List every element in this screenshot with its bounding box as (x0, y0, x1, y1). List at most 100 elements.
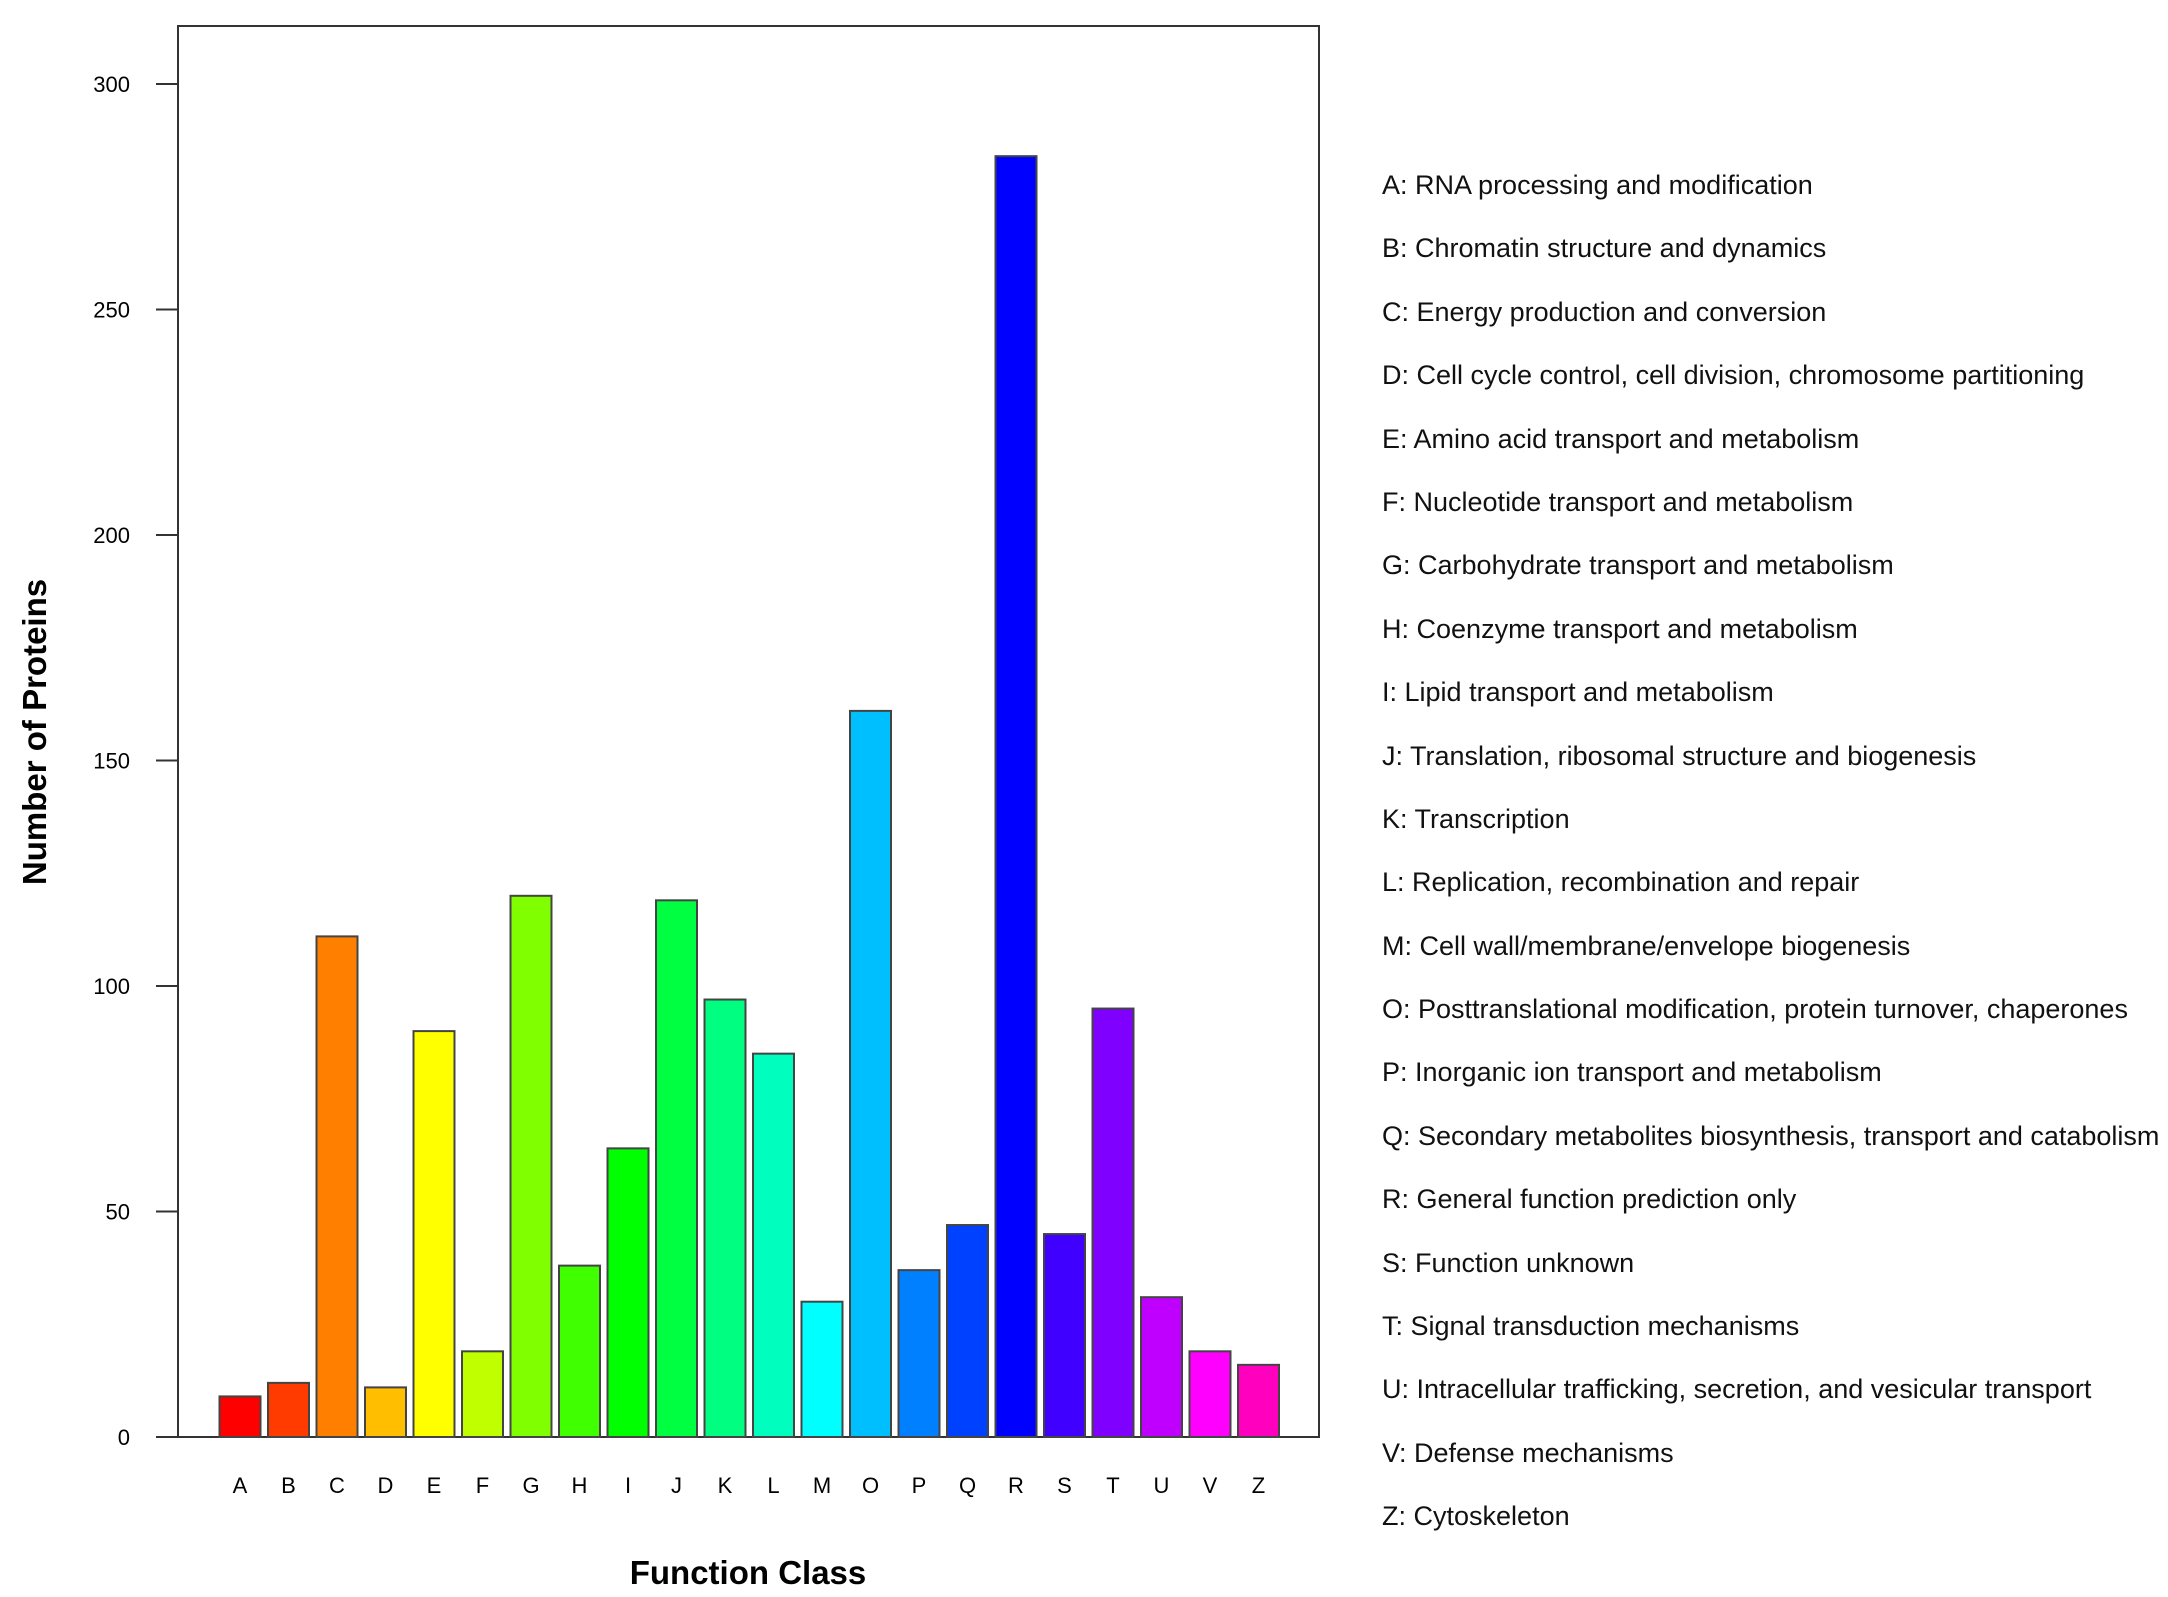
legend-code: B (1382, 233, 1415, 263)
legend-item: UIntracellular trafficking, secretion, a… (1382, 1369, 2162, 1432)
x-tick-label: Z (1252, 1473, 1265, 1498)
x-tick-label: A (233, 1473, 248, 1498)
bar-G (509, 894, 553, 1438)
legend-code: O (1382, 994, 1418, 1024)
legend-label: Amino acid transport and metabolism (1413, 423, 1860, 454)
legend-item: ILipid transport and metabolism (1382, 672, 2162, 735)
legend-label: Coenzyme transport and metabolism (1416, 613, 1858, 644)
legend-label: Inorganic ion transport and metabolism (1415, 1057, 1882, 1088)
legend-label: Secondary metabolites biosynthesis, tran… (1418, 1120, 2160, 1151)
bar-V (1188, 1350, 1232, 1439)
legend-label: Posttranslational modification, protein … (1418, 994, 2128, 1025)
legend-label: Transcription (1414, 803, 1570, 834)
legend-item: QSecondary metabolites biosynthesis, tra… (1382, 1116, 2162, 1179)
legend-code: E (1382, 424, 1414, 454)
x-tick-label: F (476, 1473, 489, 1498)
bar-F (461, 1350, 504, 1439)
x-tick-label: R (1008, 1473, 1024, 1498)
x-tick-label: B (281, 1473, 296, 1498)
y-tick-label: 150 (93, 749, 130, 774)
legend-item: EAmino acid transport and metabolism (1382, 419, 2162, 482)
legend-label: General function prediction only (1416, 1184, 1797, 1215)
legend-item: SFunction unknown (1382, 1243, 2162, 1306)
legend-label: Signal transduction mechanisms (1410, 1311, 1800, 1342)
bar-O (849, 709, 892, 1438)
legend-item: BChromatin structure and dynamics (1382, 228, 2162, 291)
legend-label: Replication, recombination and repair (1412, 867, 1860, 898)
legend-code: M (1382, 931, 1420, 961)
bars (218, 155, 1280, 1439)
x-tick-label: C (329, 1473, 345, 1498)
bar-S (1043, 1233, 1086, 1439)
bar-T (1091, 1007, 1135, 1438)
bar-H (558, 1264, 601, 1438)
bar-K (703, 998, 747, 1439)
x-tick-label: Q (959, 1473, 976, 1498)
legend-code: A (1382, 170, 1415, 200)
legend-label: Lipid transport and metabolism (1404, 677, 1774, 708)
legend-code: K (1382, 804, 1415, 834)
legend-label: Chromatin structure and dynamics (1415, 233, 1827, 264)
legend-item: KTranscription (1382, 799, 2162, 862)
y-tick-label: 0 (118, 1425, 130, 1450)
legend-item: GCarbohydrate transport and metabolism (1382, 545, 2162, 608)
legend-label: Translation, ribosomal structure and bio… (1410, 740, 1977, 771)
bar-D (364, 1386, 407, 1439)
legend-code: S (1382, 1248, 1415, 1278)
legend-code: J (1382, 741, 1410, 771)
legend-code: P (1382, 1057, 1415, 1087)
legend-label: Nucleotide transport and metabolism (1413, 486, 1854, 517)
y-axis: 0 50 100 150 200 250 300 (93, 72, 178, 1450)
legend-label: Cell cycle control, cell division, chrom… (1416, 360, 2085, 391)
bar-L (752, 1052, 795, 1439)
bar-B (267, 1381, 310, 1439)
y-tick-label: 200 (93, 523, 130, 548)
bar-I (606, 1147, 650, 1438)
bar-C (315, 935, 359, 1438)
x-tick-label: H (572, 1473, 588, 1498)
legend-code: U (1382, 1374, 1417, 1404)
legend-item: HCoenzyme transport and metabolism (1382, 609, 2162, 672)
legend-code: Q (1382, 1121, 1418, 1151)
legend-item: MCell wall/membrane/envelope biogenesis (1382, 926, 2162, 989)
legend-item: ARNA processing and modification (1382, 165, 2162, 228)
bar-Z (1237, 1363, 1280, 1438)
bar-A (218, 1395, 262, 1439)
x-tick-label: P (912, 1473, 927, 1498)
x-tick-label: U (1154, 1473, 1170, 1498)
y-axis-title: Number of Proteins (16, 579, 53, 885)
x-tick-label: G (522, 1473, 539, 1498)
legend-code: F (1382, 487, 1414, 517)
legend-code: Z (1382, 1501, 1414, 1531)
legend-label: RNA processing and modification (1415, 170, 1813, 200)
legend-label: Energy production and conversion (1416, 296, 1827, 327)
x-tick-label: D (378, 1473, 394, 1498)
x-tick-label: O (862, 1473, 879, 1498)
legend: ARNA processing and modificationBChromat… (1382, 165, 2162, 1560)
legend-item: LReplication, recombination and repair (1382, 862, 2162, 925)
legend-label: Function unknown (1415, 1247, 1635, 1278)
x-tick-label: E (427, 1473, 442, 1498)
legend-item: OPosttranslational modification, protein… (1382, 989, 2162, 1052)
bar-Q (946, 1224, 989, 1439)
legend-label: Cytoskeleton (1413, 1501, 1570, 1532)
legend-code: L (1382, 867, 1412, 897)
legend-item: ZCytoskeleton (1382, 1496, 2162, 1559)
legend-item: JTranslation, ribosomal structure and bi… (1382, 736, 2162, 799)
legend-code: C (1382, 297, 1417, 327)
legend-item: CEnergy production and conversion (1382, 292, 2162, 355)
bar-J (655, 899, 698, 1438)
legend-code: T (1382, 1311, 1411, 1341)
legend-code: D (1382, 360, 1417, 390)
bar-E (412, 1030, 456, 1438)
legend-item: VDefense mechanisms (1382, 1433, 2162, 1496)
x-tick-label: M (813, 1473, 831, 1498)
legend-code: I (1382, 677, 1405, 707)
legend-code: V (1382, 1438, 1414, 1468)
legend-code: G (1382, 550, 1418, 580)
legend-label: Carbohydrate transport and metabolism (1418, 550, 1894, 581)
bar-U (1140, 1296, 1183, 1438)
x-tick-label: J (671, 1473, 682, 1498)
